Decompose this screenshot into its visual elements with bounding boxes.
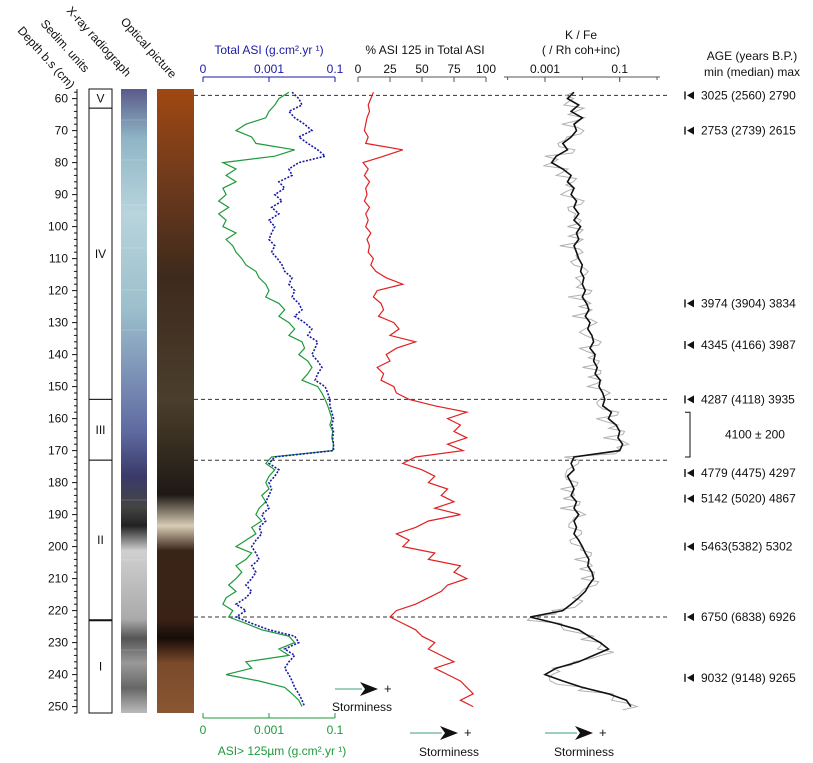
- depth-tick-label: 150: [48, 380, 68, 394]
- unit-label: III: [95, 423, 105, 437]
- age-label: 4779 (4475) 4297: [701, 466, 796, 480]
- storminess-pct: + Storminess: [410, 725, 479, 759]
- age-marker-icon: [687, 395, 694, 404]
- age-label: 3974 (3904) 3834: [701, 296, 796, 310]
- unit-label: V: [96, 92, 104, 106]
- age-marker-icon: [687, 341, 694, 349]
- storminess-asi-plus: +: [384, 681, 392, 696]
- depth-tick-label: 130: [48, 316, 68, 330]
- asi-series: [217, 91, 335, 707]
- pct-top-ticks: 0 25 50 75 100: [355, 62, 496, 82]
- pct-series: [362, 91, 475, 708]
- optical-picture-image: [157, 89, 194, 713]
- kfe-top-tick-label: 0.001: [530, 62, 560, 76]
- asi-top-tick-label: 0: [200, 62, 207, 76]
- depth-tick-label: 70: [55, 124, 69, 138]
- depth-tick-label: 250: [48, 700, 68, 714]
- age-label: 4287 (4118) 3935: [701, 392, 795, 406]
- unit-label: I: [99, 660, 102, 674]
- depth-tick-label: 90: [55, 188, 69, 202]
- depth-tick-label: 220: [48, 604, 68, 618]
- age-bracket-label: 4100 ± 200: [725, 428, 785, 442]
- pct-top-tick-label: 100: [476, 62, 496, 76]
- unit-label: II: [97, 533, 104, 547]
- depth-tick-label: 110: [49, 252, 68, 266]
- age-marker-icon: [687, 613, 694, 621]
- age-title-line1: AGE (years B.P.): [707, 49, 797, 63]
- age-marker-icon: [687, 673, 694, 682]
- age-label: 9032 (9148) 9265: [701, 671, 796, 685]
- age-marker-icon: [687, 126, 694, 135]
- depth-tick-label: 210: [48, 572, 68, 586]
- age-marker-icon: [687, 91, 694, 100]
- xray-radiograph-image: [121, 89, 147, 713]
- storminess-asi-label: Storminess: [332, 700, 392, 714]
- pct-top-tick-label: 50: [415, 62, 429, 76]
- age-labels: 3025 (2560) 2790 2753 (2739) 2615 3974 (39…: [684, 88, 796, 685]
- depth-tick-label: 160: [48, 412, 68, 426]
- depth-tick-label: 170: [48, 444, 68, 458]
- pct-top-tick-label: 75: [447, 62, 461, 76]
- age-label: 2753 (2739) 2615: [701, 124, 796, 138]
- asi-bottom-tick-label: 0.001: [254, 723, 284, 737]
- asi-top-tick-label: 0.001: [254, 62, 284, 76]
- age-label: 4345 (4166) 3987: [701, 338, 796, 352]
- asi-bottom-ticks: 0 0.001 0.1: [200, 713, 344, 737]
- age-marker-icon: [687, 469, 694, 477]
- asi-125-title: ASI> 125µm (g.cm².yr ¹): [218, 744, 347, 758]
- depth-tick-label: 100: [48, 220, 68, 234]
- depth-axis: 60 70 80 90 100 110 120 130 140 150 160 170 180 190 20…: [48, 89, 78, 714]
- storminess-kfe-plus: +: [599, 725, 607, 740]
- depth-tick-label: 140: [48, 348, 68, 362]
- storminess-asi: + Storminess: [332, 681, 392, 714]
- age-title-line2: min (median) max: [704, 65, 800, 79]
- depth-tick-label: 240: [48, 668, 68, 682]
- storminess-pct-label: Storminess: [419, 745, 479, 759]
- asi-top-tick-label: 0.1: [327, 62, 344, 76]
- depth-tick-label: 230: [48, 636, 68, 650]
- unit-boundaries: [194, 94, 667, 618]
- age-label: 6750 (6838) 6926: [701, 610, 796, 624]
- kfe-top-tick-label: 0.1: [611, 62, 628, 76]
- depth-tick-label: 190: [48, 508, 68, 522]
- asi-top-ticks: 0 0.001 0.1: [200, 62, 344, 82]
- depth-tick-label: 200: [48, 540, 68, 554]
- pct-top-tick-label: 0: [355, 62, 362, 76]
- xray-banding: [121, 119, 147, 651]
- xray-header: X-ray radiograph: [64, 4, 134, 80]
- unit-label: IV: [95, 247, 106, 261]
- age-label: 5463(5382) 5302: [701, 540, 793, 554]
- depth-tick-label: 60: [55, 92, 69, 106]
- kfe-line: [529, 91, 632, 708]
- kfe-series: [526, 91, 639, 711]
- storminess-pct-plus: +: [464, 725, 472, 740]
- pct-asi-title: % ASI 125 in Total ASI: [365, 43, 484, 57]
- asi-bottom-tick-label: 0.1: [327, 723, 344, 737]
- age-marker-icon: [687, 299, 694, 308]
- age-bracket-line: [685, 411, 691, 458]
- kfe-title-line2: ( / Rh coh+inc): [542, 43, 620, 57]
- total-asi-line: [234, 91, 335, 707]
- pct-top-tick-label: 25: [383, 62, 397, 76]
- pct-line: [362, 91, 475, 708]
- age-bracket: 4100 ± 200: [685, 411, 785, 458]
- depth-tick-label: 120: [48, 284, 68, 298]
- age-marker-icon: [687, 542, 694, 551]
- kfe-title-line1: K / Fe: [565, 28, 597, 42]
- total-asi-title: Total ASI (g.cm².yr ¹): [214, 43, 323, 57]
- kfe-top-ticks: 0.001 0.1: [507, 62, 658, 82]
- age-label: 3025 (2560) 2790: [701, 88, 796, 102]
- storminess-kfe-label: Storminess: [554, 745, 614, 759]
- age-marker-icon: [687, 494, 694, 503]
- age-label: 5142 (5020) 4867: [701, 492, 796, 506]
- depth-tick-label: 80: [55, 156, 69, 170]
- asi-125-line: [217, 91, 335, 707]
- kfe-raw-line: [526, 91, 639, 711]
- depth-tick-label: 180: [48, 476, 68, 490]
- storminess-kfe: + Storminess: [545, 725, 614, 759]
- asi-bottom-tick-label: 0: [200, 723, 207, 737]
